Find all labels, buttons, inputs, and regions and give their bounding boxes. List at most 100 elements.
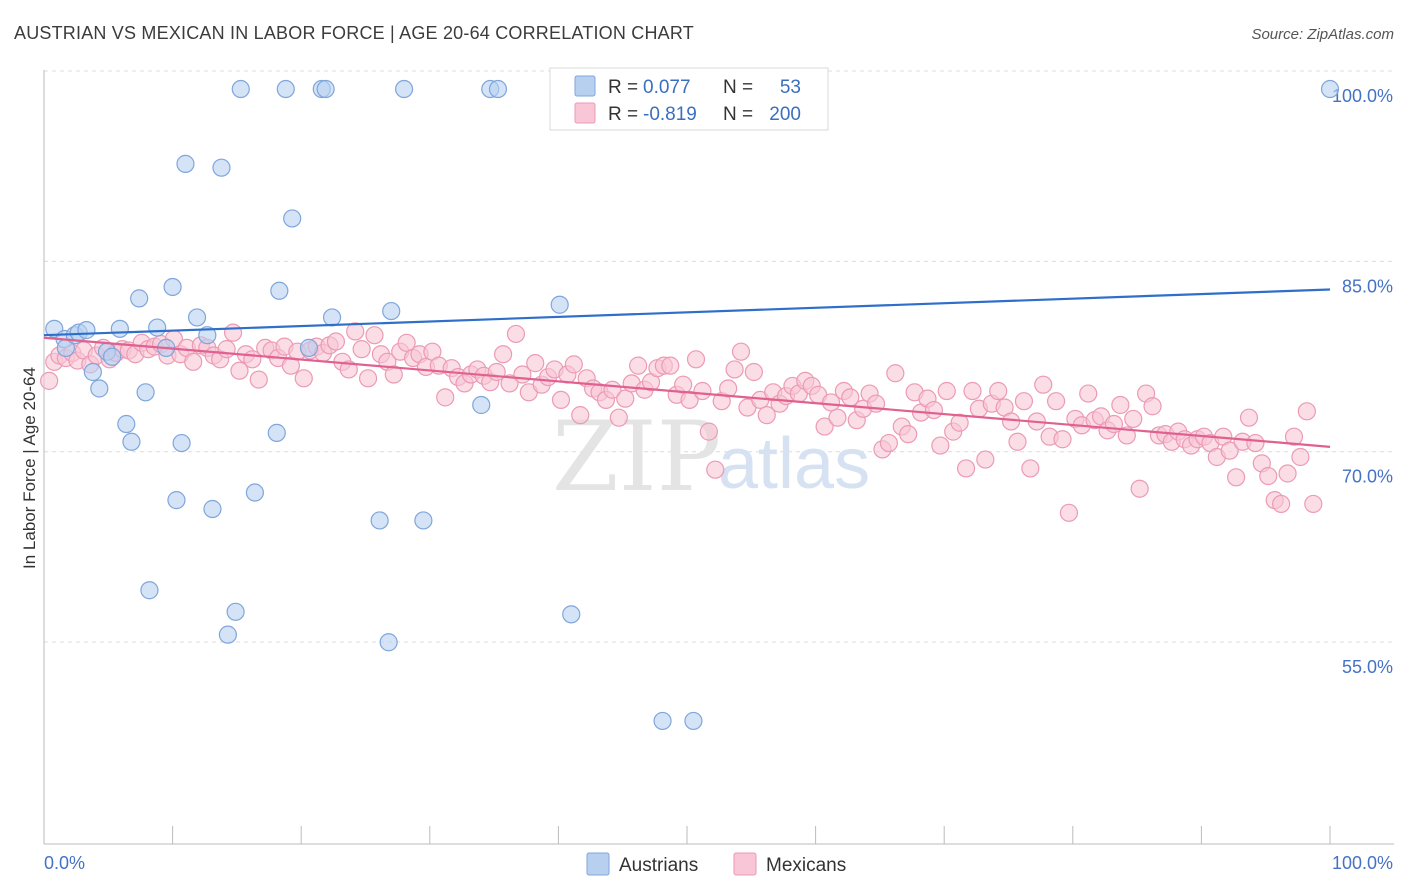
stats-legend: R = 0.077 N = 53 R = -0.819 N = 200 [549,67,829,131]
mexicans-point [494,345,513,364]
mexicans-point [989,381,1008,401]
mexicans-point [1259,466,1278,486]
austrians-point [130,289,149,308]
mexicans-point [680,390,699,410]
mexicans-point [249,370,268,389]
austrians-point [148,318,167,337]
mexicans-point [1272,494,1291,514]
mexicans-point [706,460,725,479]
mexicans-point [719,379,738,398]
austrians-point [550,295,569,314]
mexicans-point [821,393,841,412]
austrians-point [187,308,207,327]
austrians-point [245,483,265,502]
x-tick-label: 0.0% [44,853,85,873]
austrians-point [198,326,217,345]
mexicans-point [1239,408,1259,427]
mexicans-point [886,364,905,383]
mexicans-legend-swatch [574,102,596,124]
austrians-points [45,79,1340,731]
mexicans-point [693,381,712,401]
stats-legend-box [549,67,829,131]
legend-r-value-mexicans: -0.819 [643,104,697,125]
legend-swatch-austrians[interactable] [586,852,610,876]
mexicans-point [674,375,693,394]
mexicans-point [1227,468,1246,487]
legend-n-value-mexicans: 200 [769,104,801,125]
mexicans-point [731,342,751,361]
austrians-point [322,308,342,327]
mexicans-point [346,322,365,341]
mexicans-point [976,450,995,469]
mexicans-point [339,360,358,379]
legend-swatch-mexicans[interactable] [733,852,757,876]
austrians-point [122,432,141,451]
mexicans-trend-line [43,336,1331,448]
austrians-point [684,711,703,731]
mexicans-point [352,340,371,359]
mexicans-point [956,459,976,478]
mexicans-point [1111,395,1130,415]
mexicans-point [725,360,744,379]
y-tick-label: 100.0% [1332,86,1393,106]
mexicans-point [661,356,680,375]
austrians-point [176,154,195,173]
mexicans-point [629,356,648,375]
austrians-point [653,711,672,731]
mexicans-point [384,365,403,384]
mexicans-point [1291,447,1310,467]
mexicans-point [1297,402,1316,421]
mexicans-point [879,433,899,453]
mexicans-point [931,436,950,455]
watermark-atlas: atlas [718,424,870,504]
mexicans-point [744,362,763,382]
austrians-point [167,491,186,510]
mexicans-point [551,390,571,410]
austrians-point [117,414,136,434]
legend-label-austrians[interactable]: Austrians [619,855,698,876]
austrians-point [283,209,302,228]
mexicans-point [1124,409,1143,429]
austrians-point [270,281,289,300]
austrians-point [562,605,581,624]
legend-r-label-mexicans: R = [608,104,638,125]
austrians-point [299,338,319,357]
austrians-point [172,433,191,453]
legend-n-label-austrians: N = [723,77,753,98]
austrians-point [226,602,245,621]
mexicans-point [294,369,313,388]
mexicans-point [1278,464,1297,483]
mexicans-point [1079,384,1098,403]
legend-n-value-austrians: 53 [780,77,801,98]
legend-label-mexicans[interactable]: Mexicans [766,855,846,876]
mexicans-point [526,354,545,373]
austrians-point [316,79,335,99]
austrians-point [203,499,222,519]
austrians-point [1320,79,1340,99]
mexicans-point [1008,432,1027,451]
austrians-point [136,383,155,402]
mexicans-point [1304,494,1323,514]
mexicans-point [815,417,834,436]
chart-source: Source: ZipAtlas.com [1251,26,1394,43]
mexicans-point [40,371,59,390]
austrians-point [370,511,389,530]
austrians-point [394,79,414,99]
y-tick-label: 70.0% [1342,467,1393,487]
y-axis-tick-labels: 100.0% 85.0% 70.0% 55.0% [1332,86,1393,677]
trend-lines [43,288,1331,448]
mexicans-point [924,400,944,420]
austrians-point [414,511,433,530]
mexicans-point [1143,397,1162,416]
mexicans-point [1246,433,1265,453]
mexicans-point [223,323,243,342]
austrians-point [163,277,182,297]
mexicans-point [899,425,918,444]
x-axis-tick-labels: 0.0% 100.0% [44,853,1393,873]
mexicans-point [609,408,628,427]
mexicans-point [365,326,384,345]
austrians-point [382,301,401,321]
mexicans-point [1001,412,1021,431]
austrians-point [90,379,109,398]
